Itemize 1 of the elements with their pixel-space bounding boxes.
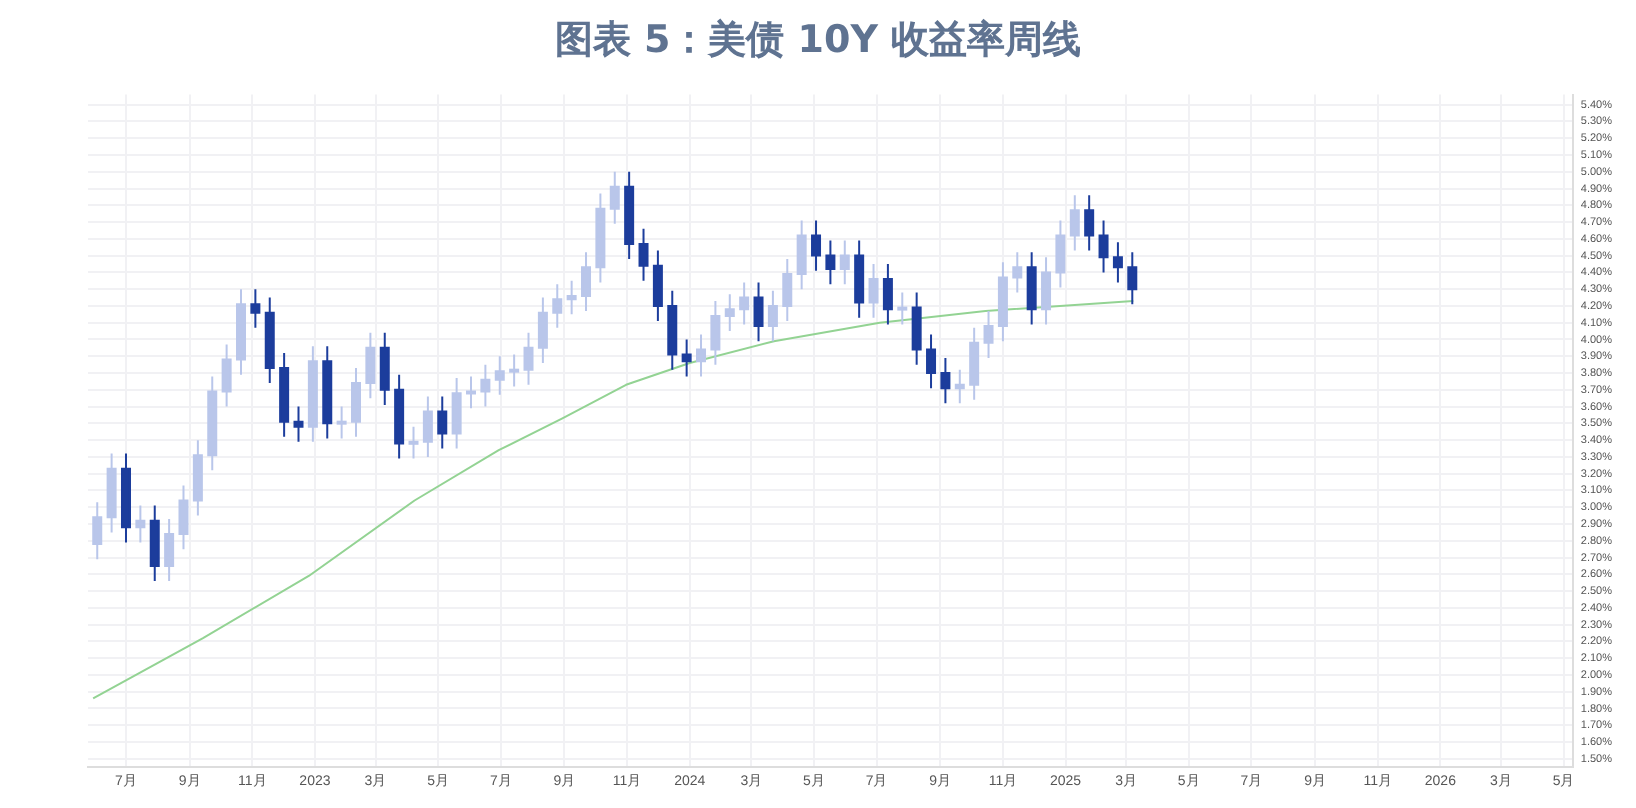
chart-title: 图表 5：美债 10Y 收益率周线	[552, 16, 1084, 66]
